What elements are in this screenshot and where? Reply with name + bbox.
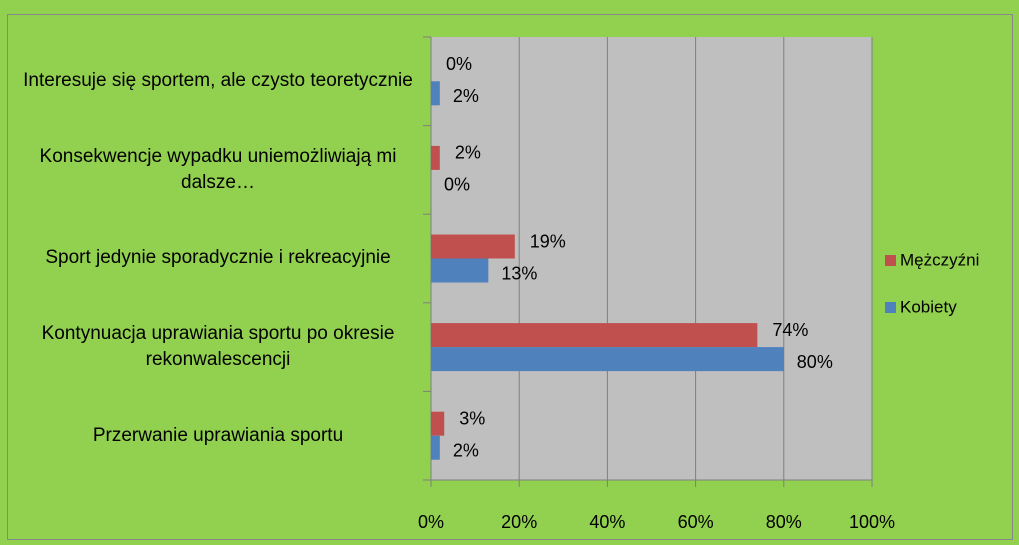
value-label: 2% bbox=[455, 143, 481, 163]
bar bbox=[431, 411, 445, 436]
legend-label: Kobiety bbox=[900, 297, 957, 316]
bar bbox=[431, 323, 758, 348]
bar bbox=[431, 145, 440, 170]
x-tick-label: 40% bbox=[589, 512, 625, 532]
y-tick-label: Kontynuacja uprawiania sportu po okresie… bbox=[41, 323, 395, 371]
legend-swatch bbox=[885, 255, 896, 266]
y-tick-label: Przerwanie uprawiania sportu bbox=[92, 424, 344, 446]
x-tick-label: 20% bbox=[501, 512, 537, 532]
bar bbox=[431, 81, 440, 106]
value-label: 2% bbox=[453, 440, 479, 460]
bar bbox=[431, 347, 784, 372]
legend-swatch bbox=[885, 302, 896, 313]
y-tick-label: Sport jedynie sporadycznie i rekreacyjni… bbox=[45, 247, 391, 269]
value-label: 3% bbox=[459, 408, 485, 428]
bar bbox=[431, 234, 515, 259]
bar bbox=[431, 258, 489, 283]
value-label: 80% bbox=[797, 352, 833, 372]
y-tick-label: Konsekwencje wypadku uniemożliwiają mi d… bbox=[39, 145, 397, 193]
value-label: 13% bbox=[501, 263, 537, 283]
value-label: 0% bbox=[444, 175, 470, 195]
value-label: 74% bbox=[772, 320, 808, 340]
y-tick-label: Interesuje się sportem, ale czysto teore… bbox=[23, 70, 413, 92]
x-tick-label: 0% bbox=[418, 512, 444, 532]
x-tick-label: 80% bbox=[766, 512, 802, 532]
value-label: 2% bbox=[453, 86, 479, 106]
legend-label: Mężczyźni bbox=[900, 250, 979, 269]
bar bbox=[431, 435, 440, 460]
x-tick-label: 100% bbox=[849, 512, 895, 532]
x-tick-label: 60% bbox=[678, 512, 714, 532]
chart-border bbox=[7, 14, 1013, 540]
value-label: 0% bbox=[446, 54, 472, 74]
value-label: 19% bbox=[530, 231, 566, 251]
